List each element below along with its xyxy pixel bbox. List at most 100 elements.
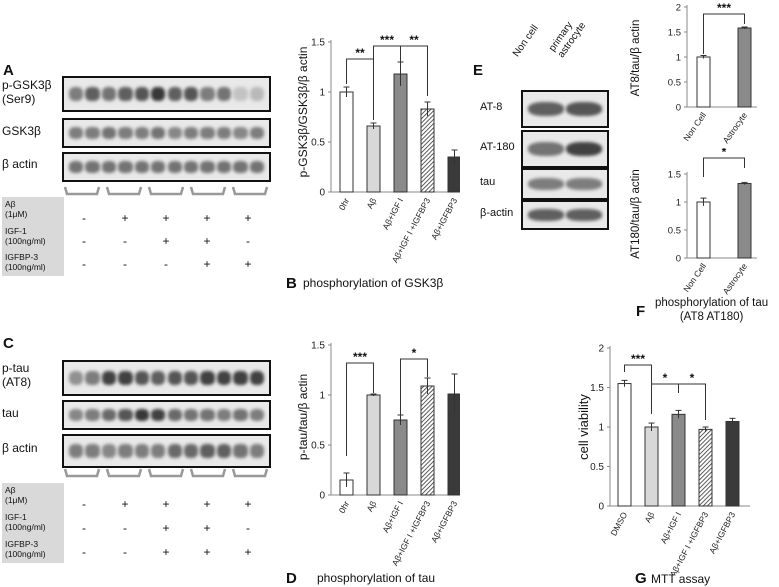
significance-stars: *** bbox=[380, 33, 394, 47]
y-tick-label: 0.5 bbox=[311, 441, 325, 452]
blot-band bbox=[167, 86, 182, 102]
blot-band bbox=[249, 86, 264, 102]
category-label: Astrocyte bbox=[721, 261, 750, 296]
blot-band bbox=[566, 141, 602, 157]
significance-stars: *** bbox=[631, 352, 645, 366]
bar bbox=[725, 420, 740, 507]
blot-band bbox=[151, 444, 166, 458]
significance-bracket bbox=[346, 362, 374, 456]
blot-band bbox=[134, 409, 150, 421]
bar bbox=[696, 56, 711, 108]
treatment-sign: - bbox=[123, 545, 127, 559]
bar bbox=[366, 394, 381, 496]
panel-b-caption: phosphorylation of GSK3β bbox=[303, 276, 444, 290]
blot-image bbox=[521, 168, 609, 200]
significance-bracket bbox=[703, 157, 745, 177]
chart-f-bottom: 0 0.5 1 1.5 AT180/tau/β actin Non Cell Astrocy… bbox=[630, 148, 757, 296]
category-label: Aβ+IGF I bbox=[380, 499, 405, 534]
treatment-sign: + bbox=[203, 545, 211, 559]
significance-stars: * bbox=[722, 148, 727, 159]
blot-band bbox=[134, 86, 150, 102]
blot-band bbox=[167, 161, 182, 173]
y-tick-label: 1 bbox=[598, 423, 604, 434]
blot-band bbox=[528, 141, 564, 157]
treatment-sign: + bbox=[203, 521, 211, 535]
y-axis-label: AT8/tau/β actin bbox=[630, 20, 642, 97]
blot-image bbox=[62, 434, 271, 468]
category-label: Aβ+IGF I bbox=[658, 510, 683, 545]
treatment-sign: - bbox=[82, 497, 86, 511]
category-label: Aβ+IGFBP3 bbox=[429, 196, 459, 241]
blot-band bbox=[101, 444, 117, 458]
blot-label: p-tau (AT8) bbox=[2, 361, 32, 389]
y-tick-label: 1.5 bbox=[590, 383, 604, 394]
y-tick-label: 0.5 bbox=[668, 78, 681, 89]
blot-band bbox=[151, 409, 166, 421]
category-label: Astrocyte bbox=[721, 110, 750, 145]
treatment-sign: - bbox=[82, 257, 86, 271]
treatment-sign: - bbox=[123, 257, 127, 271]
blot-band bbox=[167, 444, 182, 458]
treatment-sign: + bbox=[162, 497, 170, 511]
treatment-sign: + bbox=[121, 211, 129, 225]
significance-stars: * bbox=[690, 371, 695, 385]
blot-band bbox=[249, 444, 264, 458]
treatment-sign: + bbox=[244, 211, 252, 225]
blot-band bbox=[118, 409, 133, 421]
blot-band bbox=[566, 209, 602, 221]
blot-band bbox=[101, 127, 117, 139]
blot-band bbox=[118, 127, 133, 139]
category-label: Aβ+IGF I bbox=[380, 196, 405, 231]
blot-band bbox=[151, 161, 166, 173]
blot-band bbox=[183, 161, 199, 173]
blot-band bbox=[69, 86, 84, 102]
blot-image bbox=[521, 200, 609, 230]
significance-stars: ** bbox=[355, 46, 365, 60]
category-label: Aβ bbox=[364, 499, 378, 513]
blot-image bbox=[62, 118, 271, 148]
category-label: Aβ bbox=[364, 196, 378, 210]
treatment-sign: + bbox=[244, 545, 252, 559]
blot-band bbox=[118, 444, 133, 458]
blot-label: p-GSK3β (Ser9) bbox=[2, 78, 52, 106]
category-label: DMSO bbox=[608, 510, 629, 538]
blot-label: GSK3β bbox=[2, 124, 41, 138]
panel-d-letter: D bbox=[286, 570, 297, 587]
blot-band bbox=[151, 127, 166, 139]
blot-band bbox=[183, 370, 199, 386]
blot-band bbox=[167, 370, 182, 386]
category-label: Aβ+IGFBP3 bbox=[429, 499, 459, 544]
blot-band bbox=[101, 86, 117, 102]
blot-band bbox=[69, 127, 84, 139]
significance-stars: * bbox=[412, 346, 417, 360]
blot-band bbox=[233, 161, 248, 173]
blot-band bbox=[183, 409, 199, 421]
blot-band bbox=[85, 444, 100, 458]
significance-bracket bbox=[678, 383, 706, 420]
blot-label: AT-180 bbox=[480, 141, 515, 153]
panel-b-letter: B bbox=[286, 275, 297, 292]
y-tick-label: 0.5 bbox=[311, 138, 325, 149]
blot-band bbox=[216, 370, 232, 386]
blot-band bbox=[200, 127, 215, 139]
bar bbox=[393, 419, 408, 496]
panel-g-caption: MTT assay bbox=[651, 572, 711, 586]
blot-band bbox=[528, 209, 564, 221]
blot-band bbox=[249, 127, 264, 139]
blot-band bbox=[233, 370, 248, 386]
treatment-label: IGF-1 (100ng/ml) bbox=[2, 224, 64, 252]
panel-a-letter: A bbox=[3, 62, 14, 79]
blot-band bbox=[134, 444, 150, 458]
y-axis-label: p-tau/tau/β actin bbox=[296, 374, 310, 460]
blot-image bbox=[62, 152, 271, 182]
category-label: Aβ+IGFBP3 bbox=[707, 510, 737, 555]
treatment-sign: + bbox=[162, 521, 170, 535]
blot-band bbox=[118, 86, 133, 102]
y-tick-label: 1 bbox=[319, 391, 325, 402]
treatment-sign: - bbox=[82, 521, 86, 535]
panel-e-letter: E bbox=[473, 62, 484, 79]
blot-band bbox=[233, 127, 248, 139]
blot-band bbox=[151, 86, 166, 102]
treatment-sign: - bbox=[246, 521, 250, 535]
significance-stars: *** bbox=[353, 350, 367, 364]
